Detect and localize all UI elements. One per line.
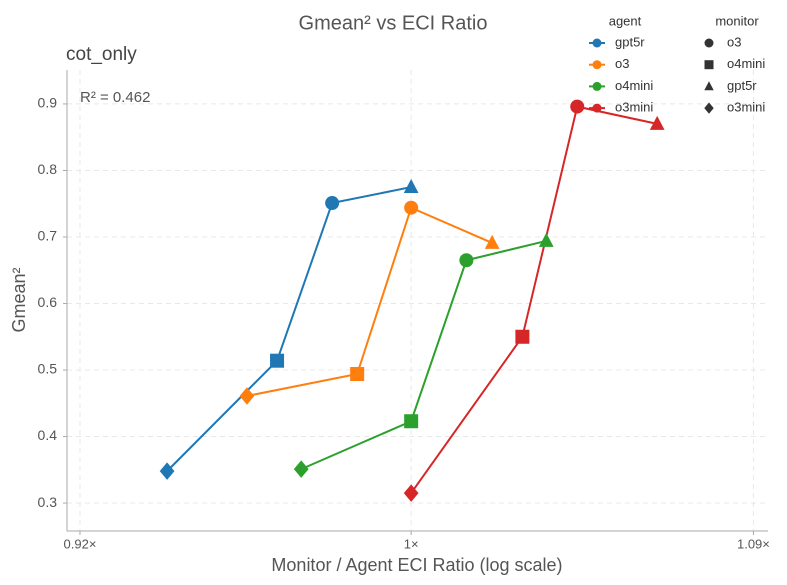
legend-marker (592, 38, 602, 48)
marker (649, 115, 665, 130)
legend-label: o4mini (727, 56, 765, 71)
chart-title: Gmean² vs ECI Ratio (299, 12, 488, 34)
legend-marker (592, 103, 602, 113)
x-tick-label: 0.92× (64, 536, 97, 551)
y-tick-label: 0.9 (38, 95, 58, 111)
y-tick-label: 0.4 (38, 427, 58, 443)
legend-marker (704, 38, 714, 48)
series-line (246, 206, 493, 397)
legend-marker (592, 60, 602, 70)
marker (459, 253, 474, 268)
marker (570, 99, 585, 114)
marker (404, 414, 419, 429)
series-line (300, 239, 547, 471)
subtitle: cot_only (66, 44, 137, 65)
annotation: R² = 0.462 (80, 89, 150, 106)
legend-label: o3 (615, 56, 629, 71)
series-line (166, 186, 412, 472)
legend-label: o4mini (615, 78, 653, 93)
legend-label: gpt5r (727, 78, 757, 93)
series-line (410, 105, 658, 494)
x-tick-label: 1× (404, 536, 419, 551)
marker (159, 462, 175, 480)
legend-title: monitor (715, 13, 759, 28)
legend-label: gpt5r (615, 34, 645, 49)
marker (404, 200, 419, 215)
marker (270, 353, 285, 368)
marker (403, 179, 419, 194)
legend-label: o3mini (615, 100, 653, 115)
legend-title: agent (609, 13, 642, 28)
marker (293, 460, 309, 478)
x-axis-label: Monitor / Agent ECI Ratio (log scale) (271, 555, 562, 575)
marker (350, 367, 365, 382)
y-tick-label: 0.7 (38, 228, 58, 244)
marker (325, 196, 340, 211)
x-tick-label: 1.09× (737, 536, 770, 551)
marker (538, 232, 554, 247)
y-tick-label: 0.3 (38, 494, 58, 510)
legend-marker (704, 102, 714, 114)
marker (515, 329, 530, 344)
y-axis-label: Gmean² (9, 267, 29, 332)
legend-marker (592, 81, 602, 91)
legend-marker (704, 60, 714, 70)
marker (239, 387, 255, 405)
y-tick-label: 0.6 (38, 294, 58, 310)
legend-label: o3 (727, 34, 741, 49)
y-tick-label: 0.5 (38, 361, 58, 377)
legend-marker (704, 81, 714, 91)
marker (403, 484, 419, 502)
marker (484, 234, 500, 249)
legend-label: o3mini (727, 100, 765, 115)
y-tick-label: 0.8 (38, 161, 58, 177)
